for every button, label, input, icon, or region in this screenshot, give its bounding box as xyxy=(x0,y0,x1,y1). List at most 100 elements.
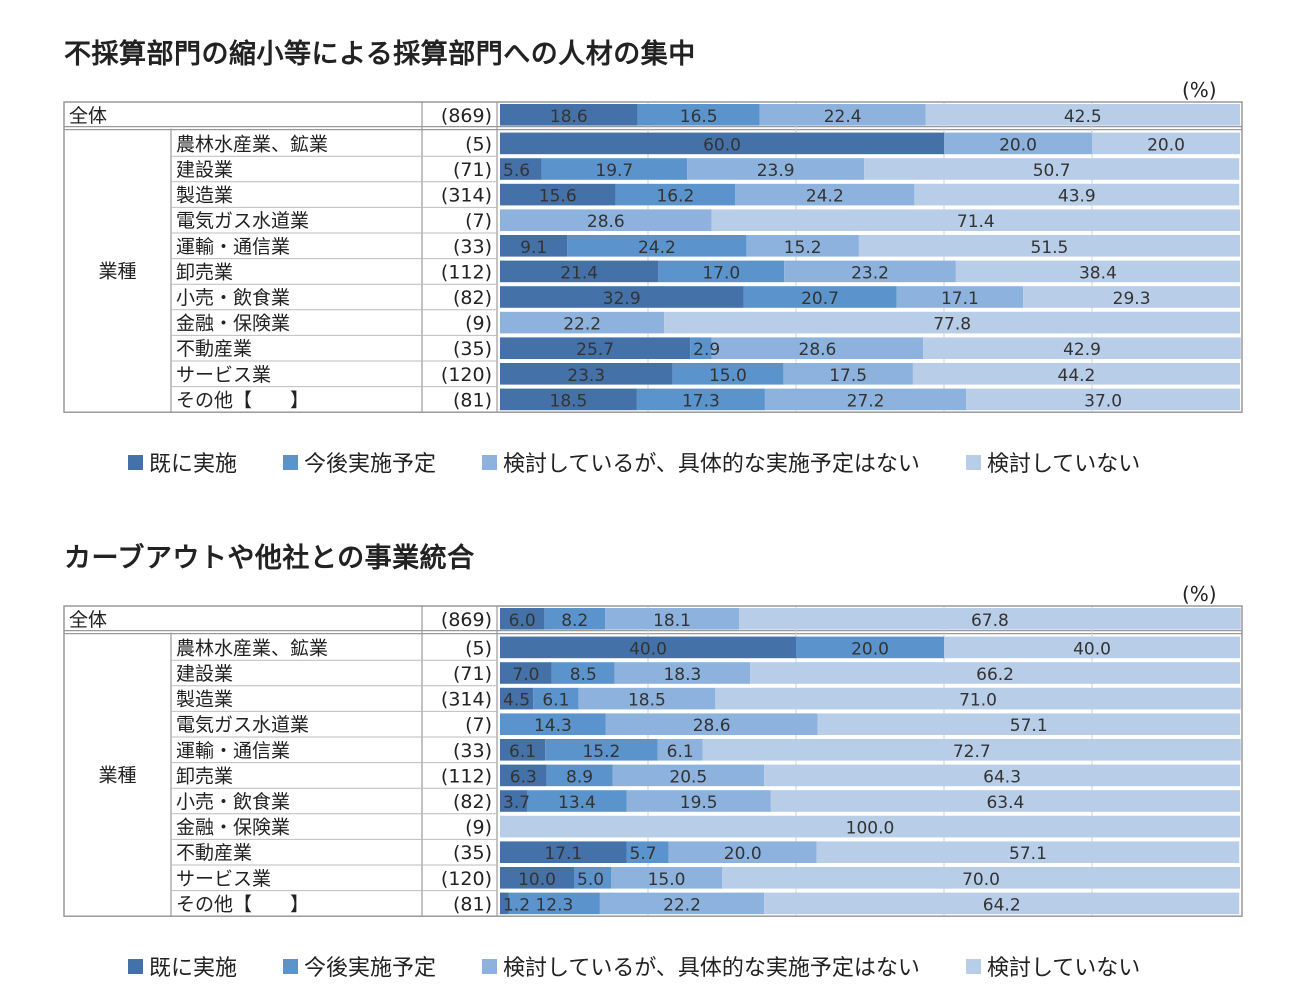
bar-segment xyxy=(764,764,1240,787)
bar-segment xyxy=(500,790,528,812)
bar-segment xyxy=(500,209,712,231)
data-label: 17.3 xyxy=(682,391,720,411)
bar-segment xyxy=(739,608,1241,630)
chart-title-1: 不採算部門の縮小等による採算部門への人材の集中 xyxy=(64,39,696,70)
data-label: 15.6 xyxy=(539,187,577,207)
bar-segment xyxy=(626,841,669,863)
bar-segment xyxy=(500,388,637,411)
bar-segment xyxy=(500,286,744,308)
data-label: 71.0 xyxy=(959,691,997,711)
data-label: 25.7 xyxy=(576,340,614,360)
legend-label: 検討していない xyxy=(986,452,1141,477)
bar-segment xyxy=(546,764,613,787)
bar-segment xyxy=(796,636,944,659)
bar-segment xyxy=(711,337,924,359)
data-label: 64.2 xyxy=(983,895,1021,915)
row-label: サービス業 xyxy=(176,868,271,890)
bar-segment xyxy=(541,158,688,180)
data-label: 28.6 xyxy=(799,340,837,360)
data-label: 60.0 xyxy=(703,135,741,155)
bar-segment xyxy=(500,363,673,385)
bar-segment xyxy=(1023,286,1240,308)
data-label: 51.5 xyxy=(1031,238,1069,258)
bar-segment xyxy=(912,363,1240,385)
row-count: (71) xyxy=(453,663,492,685)
row-count: (120) xyxy=(441,364,492,386)
row-label: 小売・飲食業 xyxy=(176,791,290,813)
bar-segment xyxy=(500,158,542,180)
row-count: (314) xyxy=(441,185,492,207)
data-label: 15.0 xyxy=(648,870,686,890)
row-count: (9) xyxy=(465,313,492,335)
row-count: (120) xyxy=(441,868,492,890)
bar-segment xyxy=(672,363,784,385)
data-label: 20.0 xyxy=(851,639,889,659)
bar-segment xyxy=(500,867,574,889)
row-label: 金融・保険業 xyxy=(176,817,290,839)
bar-segment xyxy=(544,608,606,630)
bar-segment xyxy=(612,764,765,787)
row-label: 運輸・通信業 xyxy=(176,236,290,258)
data-label: 15.2 xyxy=(582,742,620,762)
bar-segment xyxy=(783,363,913,385)
data-label: 6.3 xyxy=(510,767,537,787)
legend-label: 今後実施予定 xyxy=(304,452,437,477)
bar-segment xyxy=(545,739,658,761)
row-label: 卸売業 xyxy=(176,765,233,787)
row-count: (5) xyxy=(465,133,492,155)
unit-label-2: (%) xyxy=(1182,582,1217,606)
row-label: その他【 】 xyxy=(176,893,309,915)
bar-segment xyxy=(611,867,722,889)
bar-segment xyxy=(735,183,915,206)
row-count: (71) xyxy=(453,159,492,181)
legend-item: 検討していない xyxy=(965,950,1140,982)
bar-segment xyxy=(944,636,1240,659)
row-label: 運輸・通信業 xyxy=(176,740,290,762)
row-count: (81) xyxy=(453,389,492,411)
data-label: 22.4 xyxy=(824,107,862,127)
data-label: 8.5 xyxy=(570,665,597,685)
row-count: (869) xyxy=(441,105,492,127)
bar-segment xyxy=(864,158,1240,180)
legend-item: 既に実施 xyxy=(128,950,237,982)
data-label: 18.5 xyxy=(550,391,588,411)
data-label: 28.6 xyxy=(587,212,625,232)
data-label: 6.1 xyxy=(509,742,536,762)
bar-segment xyxy=(533,687,579,710)
row-count: (7) xyxy=(465,210,492,232)
bar-segment xyxy=(770,790,1240,812)
bar-segment xyxy=(750,662,1240,684)
legend-label: 検討しているが、具体的な実施予定はない xyxy=(503,956,920,981)
data-label: 42.9 xyxy=(1063,340,1101,360)
data-label: 12.3 xyxy=(535,895,573,915)
bar-segment xyxy=(614,662,751,684)
stacked-bar-chart-1: 業種 全体 (869) 18.6 16.5 22.4 42.5 農林水産業、鉱業 (5) 60.0… xyxy=(63,101,1243,413)
data-label: 67.8 xyxy=(971,611,1009,631)
data-label: 20.0 xyxy=(724,844,762,864)
bar-segment xyxy=(743,286,897,308)
legend-label: 検討しているが、具体的な実施予定はない xyxy=(503,452,920,477)
bar-segment xyxy=(567,235,747,257)
bar-segment xyxy=(500,713,606,735)
bar-segment xyxy=(658,260,785,283)
table-frame xyxy=(63,605,1243,917)
row-count: (82) xyxy=(453,791,492,813)
bar-segment xyxy=(500,815,1240,838)
data-label: 63.4 xyxy=(986,793,1024,813)
bar-segment xyxy=(508,892,600,915)
bar-segment xyxy=(626,790,771,812)
bar-segment xyxy=(687,158,865,180)
legend-label: 今後実施予定 xyxy=(304,956,437,981)
row-label: 農林水産業、鉱業 xyxy=(176,133,328,155)
bar-segment xyxy=(500,892,509,915)
bar-segment xyxy=(923,337,1241,359)
data-label: 7.0 xyxy=(512,665,539,685)
row-count: (33) xyxy=(453,236,492,258)
bar-segment xyxy=(636,388,765,411)
data-label: 20.5 xyxy=(669,767,707,787)
data-label: 5.0 xyxy=(577,870,604,890)
row-count: (314) xyxy=(441,689,492,711)
bar-segment xyxy=(925,104,1240,126)
row-count: (112) xyxy=(441,261,492,283)
bar-segment xyxy=(764,892,1240,915)
